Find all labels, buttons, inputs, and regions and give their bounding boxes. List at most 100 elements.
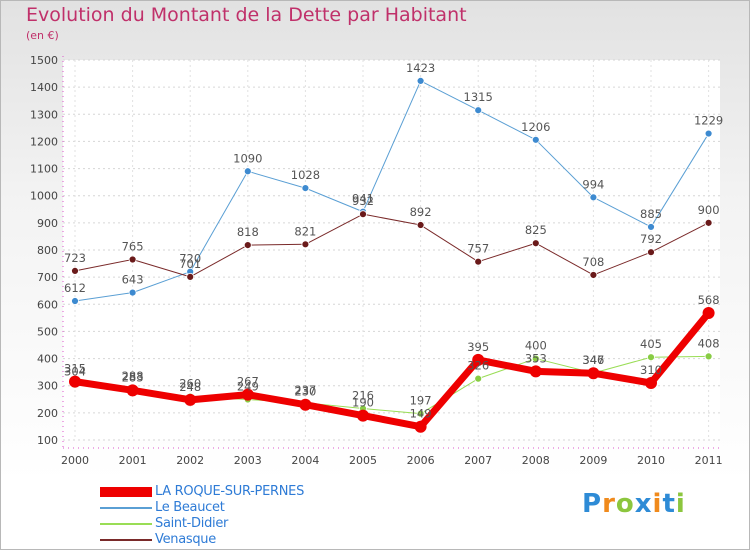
legend-line xyxy=(100,539,152,541)
legend-item: Saint-Didier xyxy=(100,516,360,532)
x-tick-label: 2008 xyxy=(522,454,550,467)
data-point xyxy=(186,272,195,281)
data-point xyxy=(704,129,713,138)
data-label: 283 xyxy=(122,370,144,384)
data-label: 892 xyxy=(410,205,432,219)
data-point xyxy=(71,266,79,275)
data-point xyxy=(531,239,540,248)
data-label: 723 xyxy=(64,251,86,265)
data-label: 230 xyxy=(294,385,316,399)
data-point xyxy=(299,398,312,411)
data-point xyxy=(184,393,197,406)
legend-label: Venasque xyxy=(155,532,216,547)
y-tick-label: 800 xyxy=(37,244,58,257)
y-tick-label: 300 xyxy=(37,380,58,393)
data-point xyxy=(529,365,542,378)
data-point xyxy=(587,367,600,380)
data-label: 568 xyxy=(698,293,720,307)
legend-line xyxy=(100,487,152,497)
y-tick-label: 1100 xyxy=(30,163,58,176)
data-point xyxy=(702,306,715,319)
x-tick-label: 2003 xyxy=(234,454,262,467)
unit-label: (en €) xyxy=(26,29,59,42)
data-label: 1090 xyxy=(233,151,262,165)
data-label: 818 xyxy=(237,225,259,239)
data-point xyxy=(128,288,137,297)
x-tick-label: 2010 xyxy=(637,454,665,467)
logo-letter: i xyxy=(675,489,686,519)
y-tick-label: 600 xyxy=(37,298,58,311)
data-label: 1028 xyxy=(291,168,320,182)
x-tick-label: 2005 xyxy=(349,454,377,467)
data-point xyxy=(243,167,252,176)
data-label: 347 xyxy=(582,353,604,367)
logo-letter: x xyxy=(634,489,653,519)
legend-label: Le Beaucet xyxy=(155,500,225,515)
y-tick-label: 500 xyxy=(37,325,58,338)
y-tick-label: 100 xyxy=(37,434,58,447)
data-point xyxy=(531,135,540,144)
data-point xyxy=(645,377,657,389)
data-label: 288 xyxy=(122,369,144,383)
series-line xyxy=(74,213,709,278)
data-label: 197 xyxy=(410,394,432,408)
y-tick-label: 1000 xyxy=(30,190,58,203)
legend-swatch-roque xyxy=(100,484,152,500)
legend-swatch-venasque xyxy=(100,532,152,548)
data-point xyxy=(531,354,540,363)
data-label: 701 xyxy=(179,257,201,271)
data-label: 720 xyxy=(179,252,201,266)
data-label: 310 xyxy=(640,363,662,377)
legend-item: LA ROQUE-SUR-PERNES xyxy=(100,484,360,500)
y-tick-label: 1500 xyxy=(30,54,58,67)
logo-letter: i xyxy=(652,489,663,519)
data-label: 792 xyxy=(640,232,662,246)
x-tick-label: 2002 xyxy=(176,454,204,467)
data-label: 643 xyxy=(122,273,144,287)
x-tick-label: 2000 xyxy=(61,454,89,467)
data-label: 190 xyxy=(352,396,374,410)
data-label: 821 xyxy=(294,224,316,238)
data-label: 941 xyxy=(352,192,374,206)
data-label: 249 xyxy=(237,380,259,394)
data-label: 395 xyxy=(467,340,489,354)
data-point xyxy=(474,106,483,115)
data-point xyxy=(243,241,252,250)
data-point xyxy=(241,388,254,401)
data-label: 315 xyxy=(64,362,86,376)
y-tick-label: 700 xyxy=(37,271,58,284)
data-label: 1423 xyxy=(406,61,435,75)
data-label: 405 xyxy=(640,337,662,351)
series-line xyxy=(74,310,712,431)
legend-label: LA ROQUE-SUR-PERNES xyxy=(155,484,305,499)
series-line xyxy=(74,80,710,302)
x-tick-label: 2006 xyxy=(407,454,435,467)
legend-line xyxy=(100,523,152,525)
x-tick-label: 2009 xyxy=(579,454,607,467)
legend: LA ROQUE-SUR-PERNES Le Beaucet Saint-Did… xyxy=(100,484,360,548)
legend-swatch-saint-didier xyxy=(100,516,152,532)
data-label: 932 xyxy=(352,194,374,208)
data-point xyxy=(69,375,81,388)
data-label: 346 xyxy=(582,353,604,367)
data-label: 708 xyxy=(582,255,604,269)
data-point xyxy=(301,184,310,193)
legend-item: Venasque xyxy=(100,532,360,548)
data-point xyxy=(416,409,425,418)
data-point xyxy=(128,255,137,264)
logo-letter: r xyxy=(602,489,616,519)
legend-line xyxy=(100,507,152,509)
data-label: 765 xyxy=(122,240,144,254)
logo-letter: o xyxy=(615,489,635,519)
y-tick-label: 900 xyxy=(37,217,58,230)
y-tick-label: 1200 xyxy=(30,135,58,148)
x-tick-label: 2011 xyxy=(695,454,723,467)
data-point xyxy=(414,420,427,433)
data-point xyxy=(704,352,713,361)
data-point xyxy=(416,221,425,229)
data-point xyxy=(71,297,79,305)
data-label: 216 xyxy=(352,389,374,403)
data-point xyxy=(126,384,139,397)
data-point xyxy=(472,353,485,366)
